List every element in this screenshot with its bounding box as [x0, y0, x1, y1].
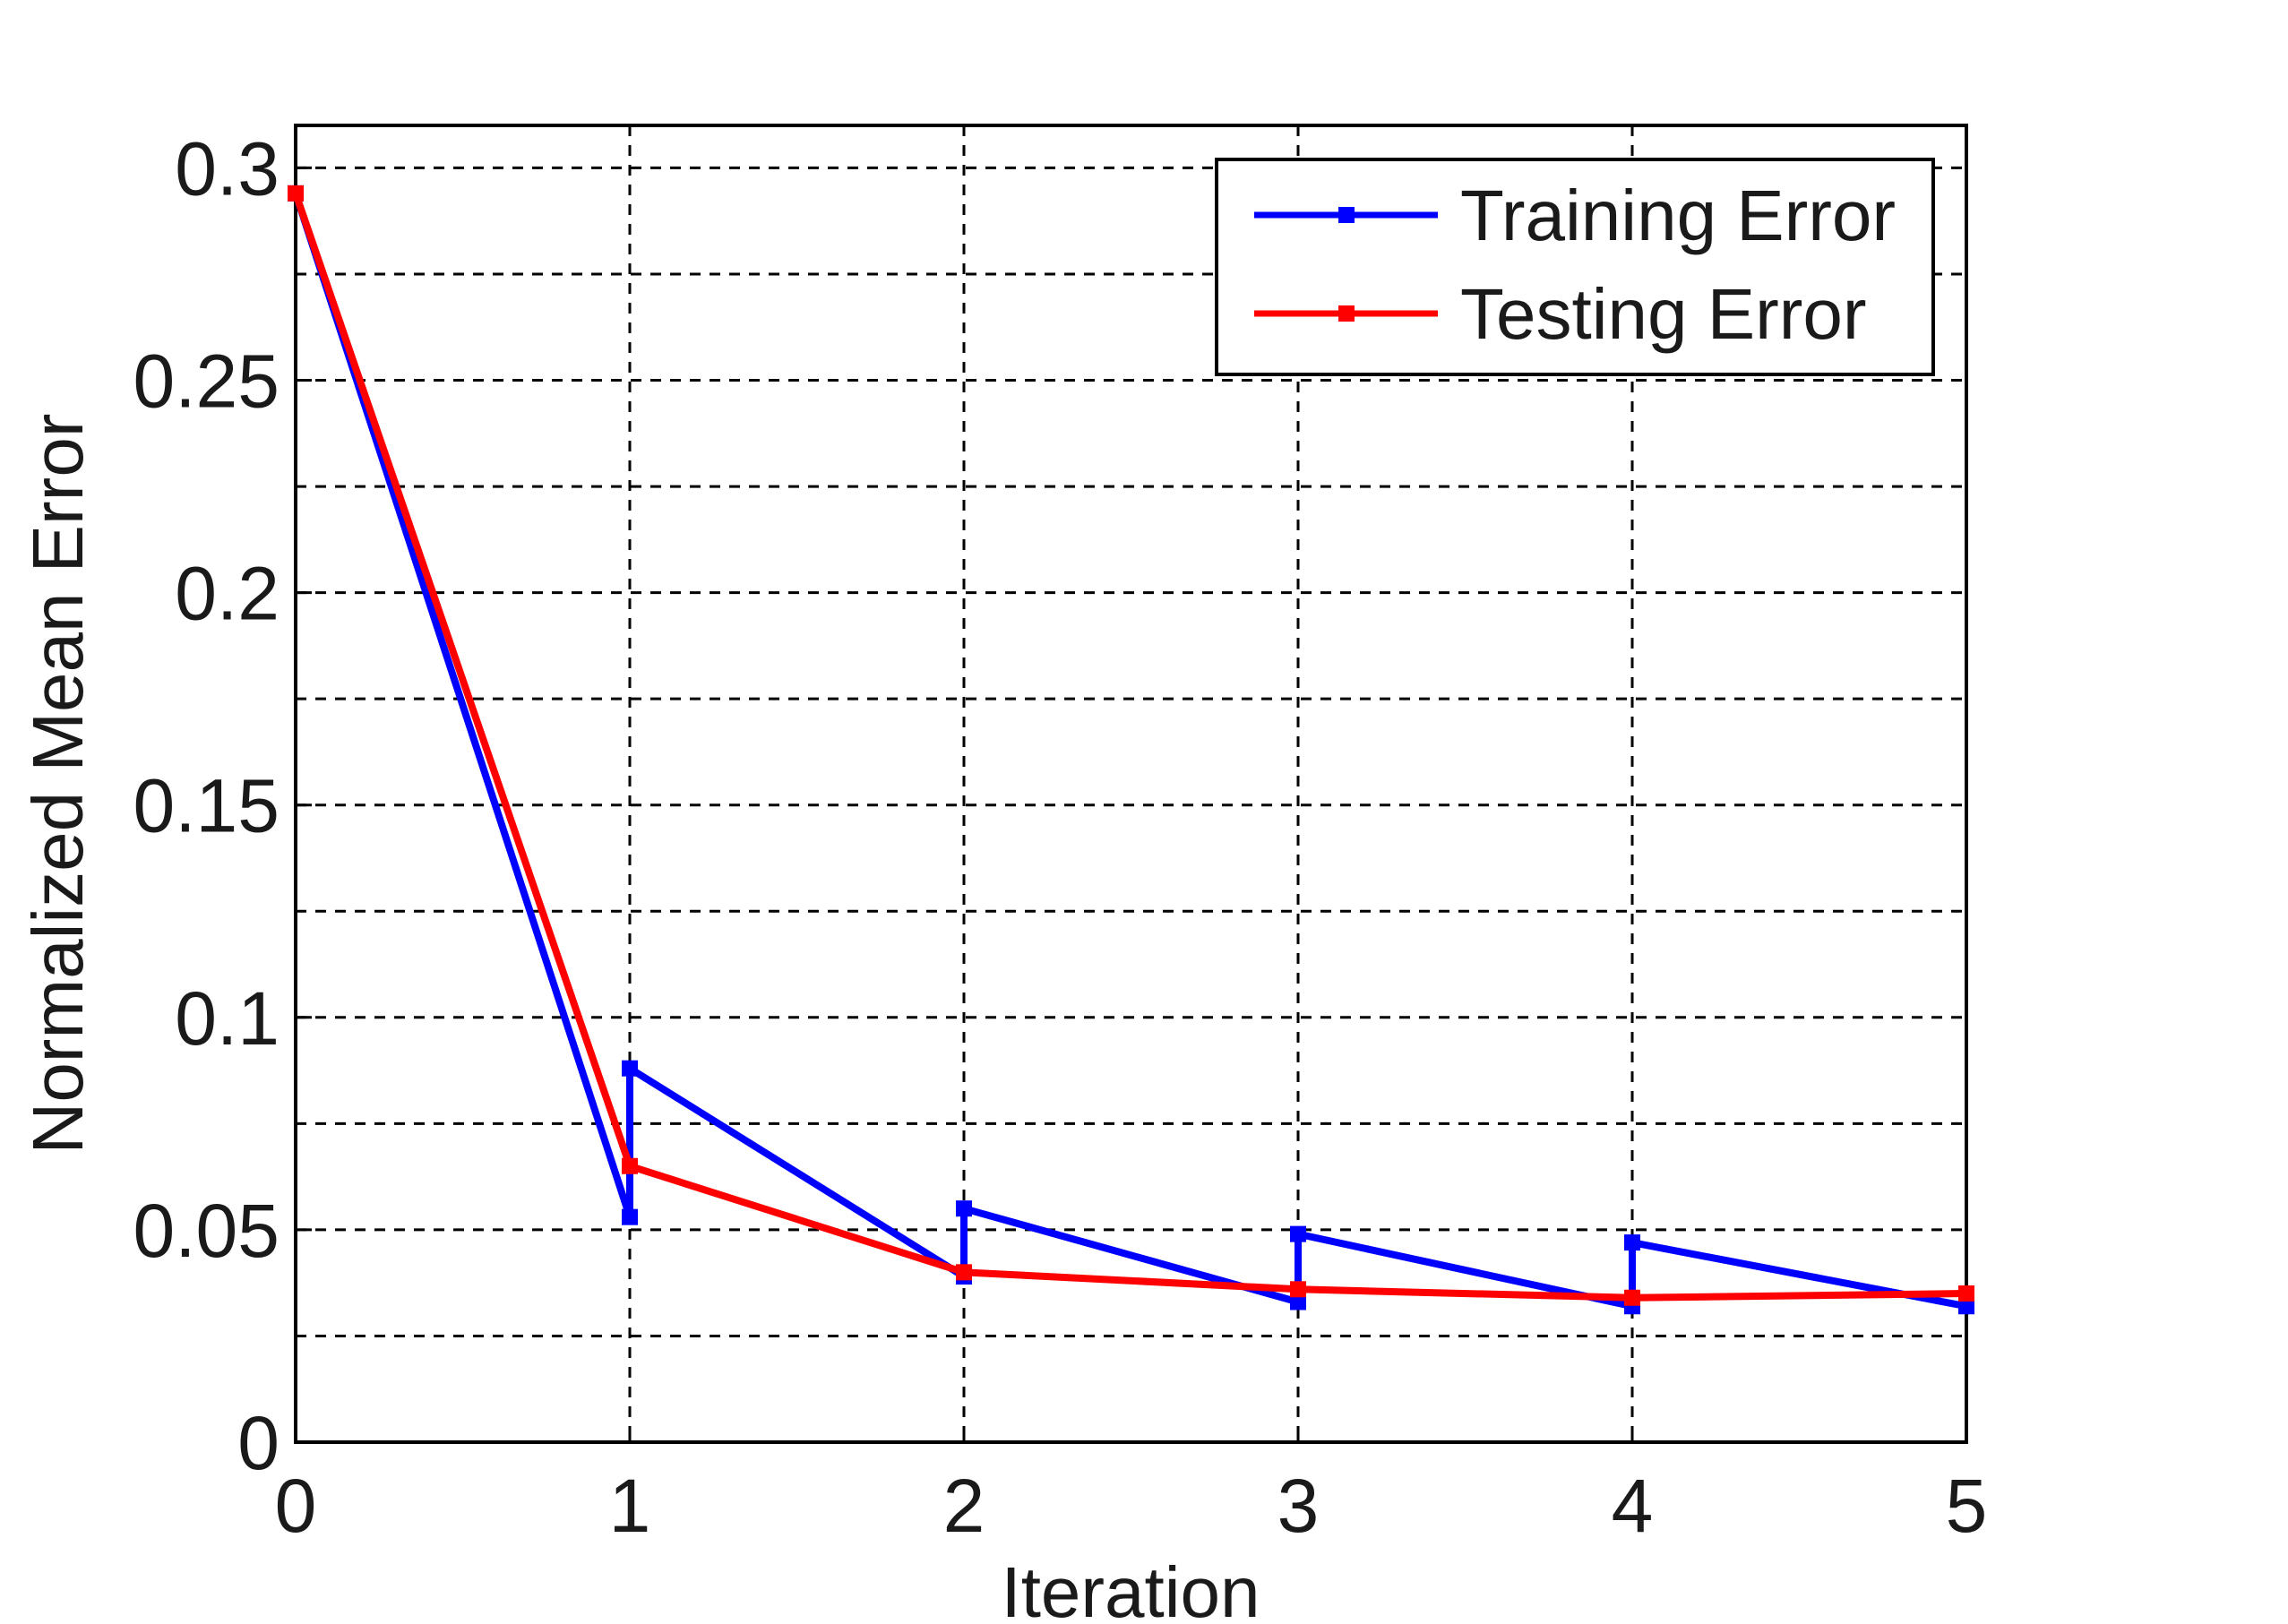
x-tick-label: 5 — [1946, 1464, 1988, 1548]
data-point — [956, 1200, 972, 1217]
legend: Training Error Testing Error — [1215, 158, 1935, 376]
x-tick-labels: 0 1 2 3 4 5 — [275, 1426, 1988, 1548]
series-line-0 — [292, 192, 1967, 1310]
data-point — [1290, 1225, 1306, 1242]
x-axis-label: Iteration — [1001, 1552, 1260, 1624]
legend-marker-testing — [1338, 305, 1355, 322]
data-point — [622, 1060, 638, 1077]
axes-frame — [294, 124, 1968, 1444]
data-point — [1290, 1281, 1306, 1298]
series-line-1 — [292, 192, 1967, 1302]
legend-box — [1215, 158, 1935, 376]
x-tick-label: 0 — [275, 1464, 317, 1548]
legend-label-training: Training Error — [1460, 176, 1896, 255]
data-point — [288, 185, 304, 202]
data-point — [1290, 1293, 1306, 1310]
y-tick-label: 0 — [237, 1401, 280, 1485]
data-point — [1624, 1234, 1640, 1251]
legend-entry-testing: Testing Error — [1254, 274, 1866, 354]
y-axis-label: Normalized Mean Error — [18, 414, 98, 1155]
grid-lines — [296, 125, 1966, 1442]
data-point — [1958, 1298, 1974, 1315]
legend-label-testing: Testing Error — [1460, 274, 1866, 354]
legend-marker-training — [1338, 207, 1355, 223]
x-tick-label: 4 — [1612, 1464, 1654, 1548]
x-tick-label: 2 — [943, 1464, 985, 1548]
y-tick-label: 0.15 — [133, 764, 280, 848]
data-point — [622, 1157, 638, 1174]
data-point — [622, 1208, 638, 1225]
data-point — [1958, 1285, 1974, 1302]
data-point — [1624, 1289, 1640, 1306]
y-tick-label: 0.1 — [175, 976, 280, 1061]
x-tick-label: 1 — [609, 1464, 651, 1548]
y-tick-label: 0.3 — [175, 126, 280, 211]
y-tick-label: 0.25 — [133, 339, 280, 424]
x-tick-label: 3 — [1277, 1464, 1320, 1548]
data-point — [956, 1264, 972, 1281]
y-tick-label: 0.05 — [133, 1189, 280, 1273]
y-tick-labels: 0 0.05 0.1 0.15 0.2 0.25 0.3 — [133, 126, 312, 1485]
series-layer — [288, 185, 1974, 1315]
series-1 — [288, 185, 1974, 1306]
y-tick-label: 0.2 — [175, 552, 280, 636]
legend-entry-training: Training Error — [1254, 176, 1896, 255]
